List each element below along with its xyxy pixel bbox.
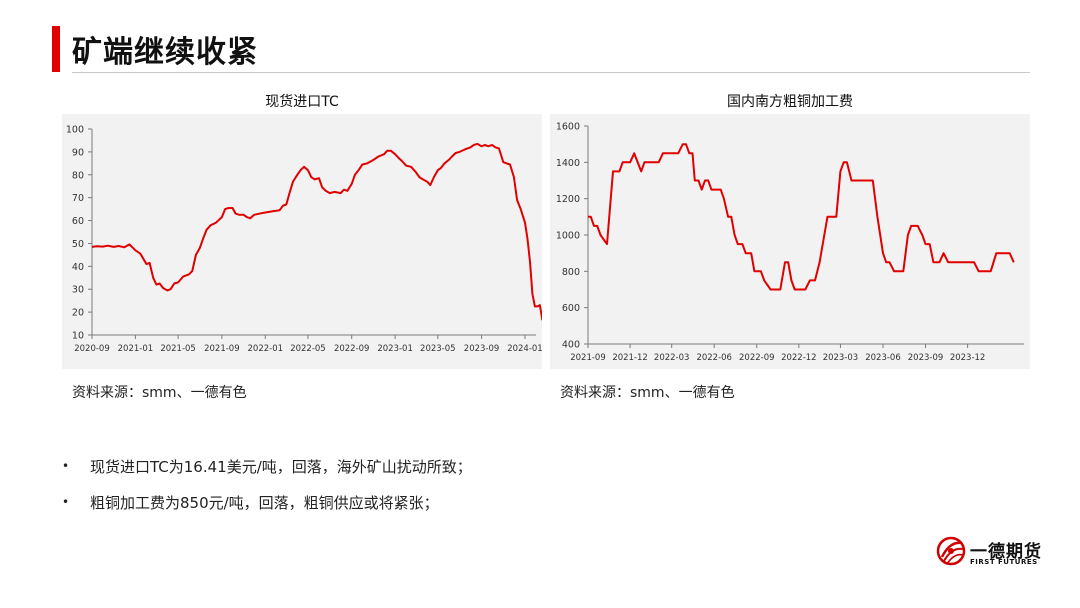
y-tick-label: 30 bbox=[72, 285, 84, 296]
x-tick-label: 2021-09 bbox=[570, 353, 606, 363]
swirl-logo-icon bbox=[936, 536, 966, 566]
bullet-dot: • bbox=[62, 495, 70, 509]
y-tick-label: 100 bbox=[66, 125, 84, 136]
title-divider bbox=[72, 72, 1030, 73]
x-tick-label: 2023-09 bbox=[464, 344, 500, 354]
y-tick-label: 600 bbox=[562, 303, 580, 314]
y-tick-label: 20 bbox=[72, 308, 84, 319]
processing-fee-line-chart: 400 600 800 1000 1200 1400 1600 2021-09 2021-12 2… bbox=[556, 122, 1024, 363]
title-accent-bar bbox=[52, 26, 60, 72]
y-tick-label: 10 bbox=[72, 331, 84, 342]
y-tick-label: 1600 bbox=[556, 122, 580, 133]
bullet-item: • 现货进口TC为16.41美元/吨，回落，海外矿山扰动所致； bbox=[62, 448, 472, 484]
logo-name-cn: 一德期货 bbox=[970, 542, 1042, 562]
y-tick-label: 50 bbox=[72, 239, 84, 250]
bullet-item: • 粗铜加工费为850元/吨，回落，粗铜供应或将紧张； bbox=[62, 484, 472, 520]
right-chart-source: 资料来源：smm、一德有色 bbox=[560, 385, 735, 401]
y-tick-label: 70 bbox=[72, 193, 84, 204]
bullet-text: 现货进口TC为16.41美元/吨，回落，海外矿山扰动所致； bbox=[90, 457, 472, 476]
x-tick-label: 2020-09 bbox=[74, 344, 110, 354]
y-tick-label: 1400 bbox=[556, 158, 580, 169]
y-tick-label: 1000 bbox=[556, 231, 580, 242]
x-tick-label: 2024-01 bbox=[507, 344, 542, 354]
y-tick-label: 800 bbox=[562, 267, 580, 278]
x-tick-label: 2023-05 bbox=[420, 344, 456, 354]
bullet-text: 粗铜加工费为850元/吨，回落，粗铜供应或将紧张； bbox=[90, 493, 439, 512]
x-tick-label: 2021-05 bbox=[160, 344, 196, 354]
x-tick-label: 2021-09 bbox=[204, 344, 240, 354]
y-tick-label: 400 bbox=[562, 340, 580, 351]
x-tick-label: 2023-01 bbox=[377, 344, 413, 354]
bullet-dot: • bbox=[62, 459, 70, 473]
tc-line-chart: 10 20 30 40 50 60 70 80 90 100 2020-09 2021-01 2021-… bbox=[66, 125, 544, 354]
series-line bbox=[588, 143, 1015, 291]
bullet-list: • 现货进口TC为16.41美元/吨，回落，海外矿山扰动所致； • 粗铜加工费为… bbox=[62, 448, 472, 520]
x-tick-label: 2022-05 bbox=[290, 344, 326, 354]
x-tick-label: 2022-09 bbox=[739, 353, 775, 363]
series-line bbox=[91, 142, 544, 321]
x-tick-label: 2022-12 bbox=[781, 353, 817, 363]
x-tick-label: 2021-01 bbox=[118, 344, 154, 354]
x-tick-label: 2022-06 bbox=[696, 353, 732, 363]
logo-name-en: FIRST FUTURES bbox=[970, 558, 1038, 566]
x-tick-label: 2022-01 bbox=[248, 344, 284, 354]
x-tick-label: 2023-09 bbox=[908, 353, 944, 363]
company-logo: 一德期货 FIRST FUTURES bbox=[936, 533, 1046, 573]
y-tick-label: 60 bbox=[72, 216, 84, 227]
x-tick-label: 2022-09 bbox=[334, 344, 370, 354]
x-tick-label: 2023-06 bbox=[865, 353, 901, 363]
x-tick-label: 2021-12 bbox=[612, 353, 648, 363]
x-tick-label: 2023-03 bbox=[823, 353, 859, 363]
x-tick-label: 2023-12 bbox=[950, 353, 986, 363]
right-chart-title: 国内南方粗铜加工费 bbox=[727, 94, 853, 110]
y-tick-label: 40 bbox=[72, 262, 84, 273]
y-tick-label: 1200 bbox=[556, 194, 580, 205]
page-title: 矿端继续收紧 bbox=[72, 35, 258, 70]
y-tick-label: 80 bbox=[72, 170, 84, 181]
y-tick-label: 90 bbox=[72, 147, 84, 158]
right-chart-panel: 400 600 800 1000 1200 1400 1600 2021-09 2021-12 2… bbox=[550, 114, 1030, 369]
left-chart-source: 资料来源：smm、一德有色 bbox=[72, 385, 247, 401]
x-tick-label: 2022-03 bbox=[654, 353, 690, 363]
left-chart-panel: 10 20 30 40 50 60 70 80 90 100 2020-09 2021-01 2021-… bbox=[62, 114, 544, 369]
left-chart-title: 现货进口TC bbox=[265, 94, 339, 110]
